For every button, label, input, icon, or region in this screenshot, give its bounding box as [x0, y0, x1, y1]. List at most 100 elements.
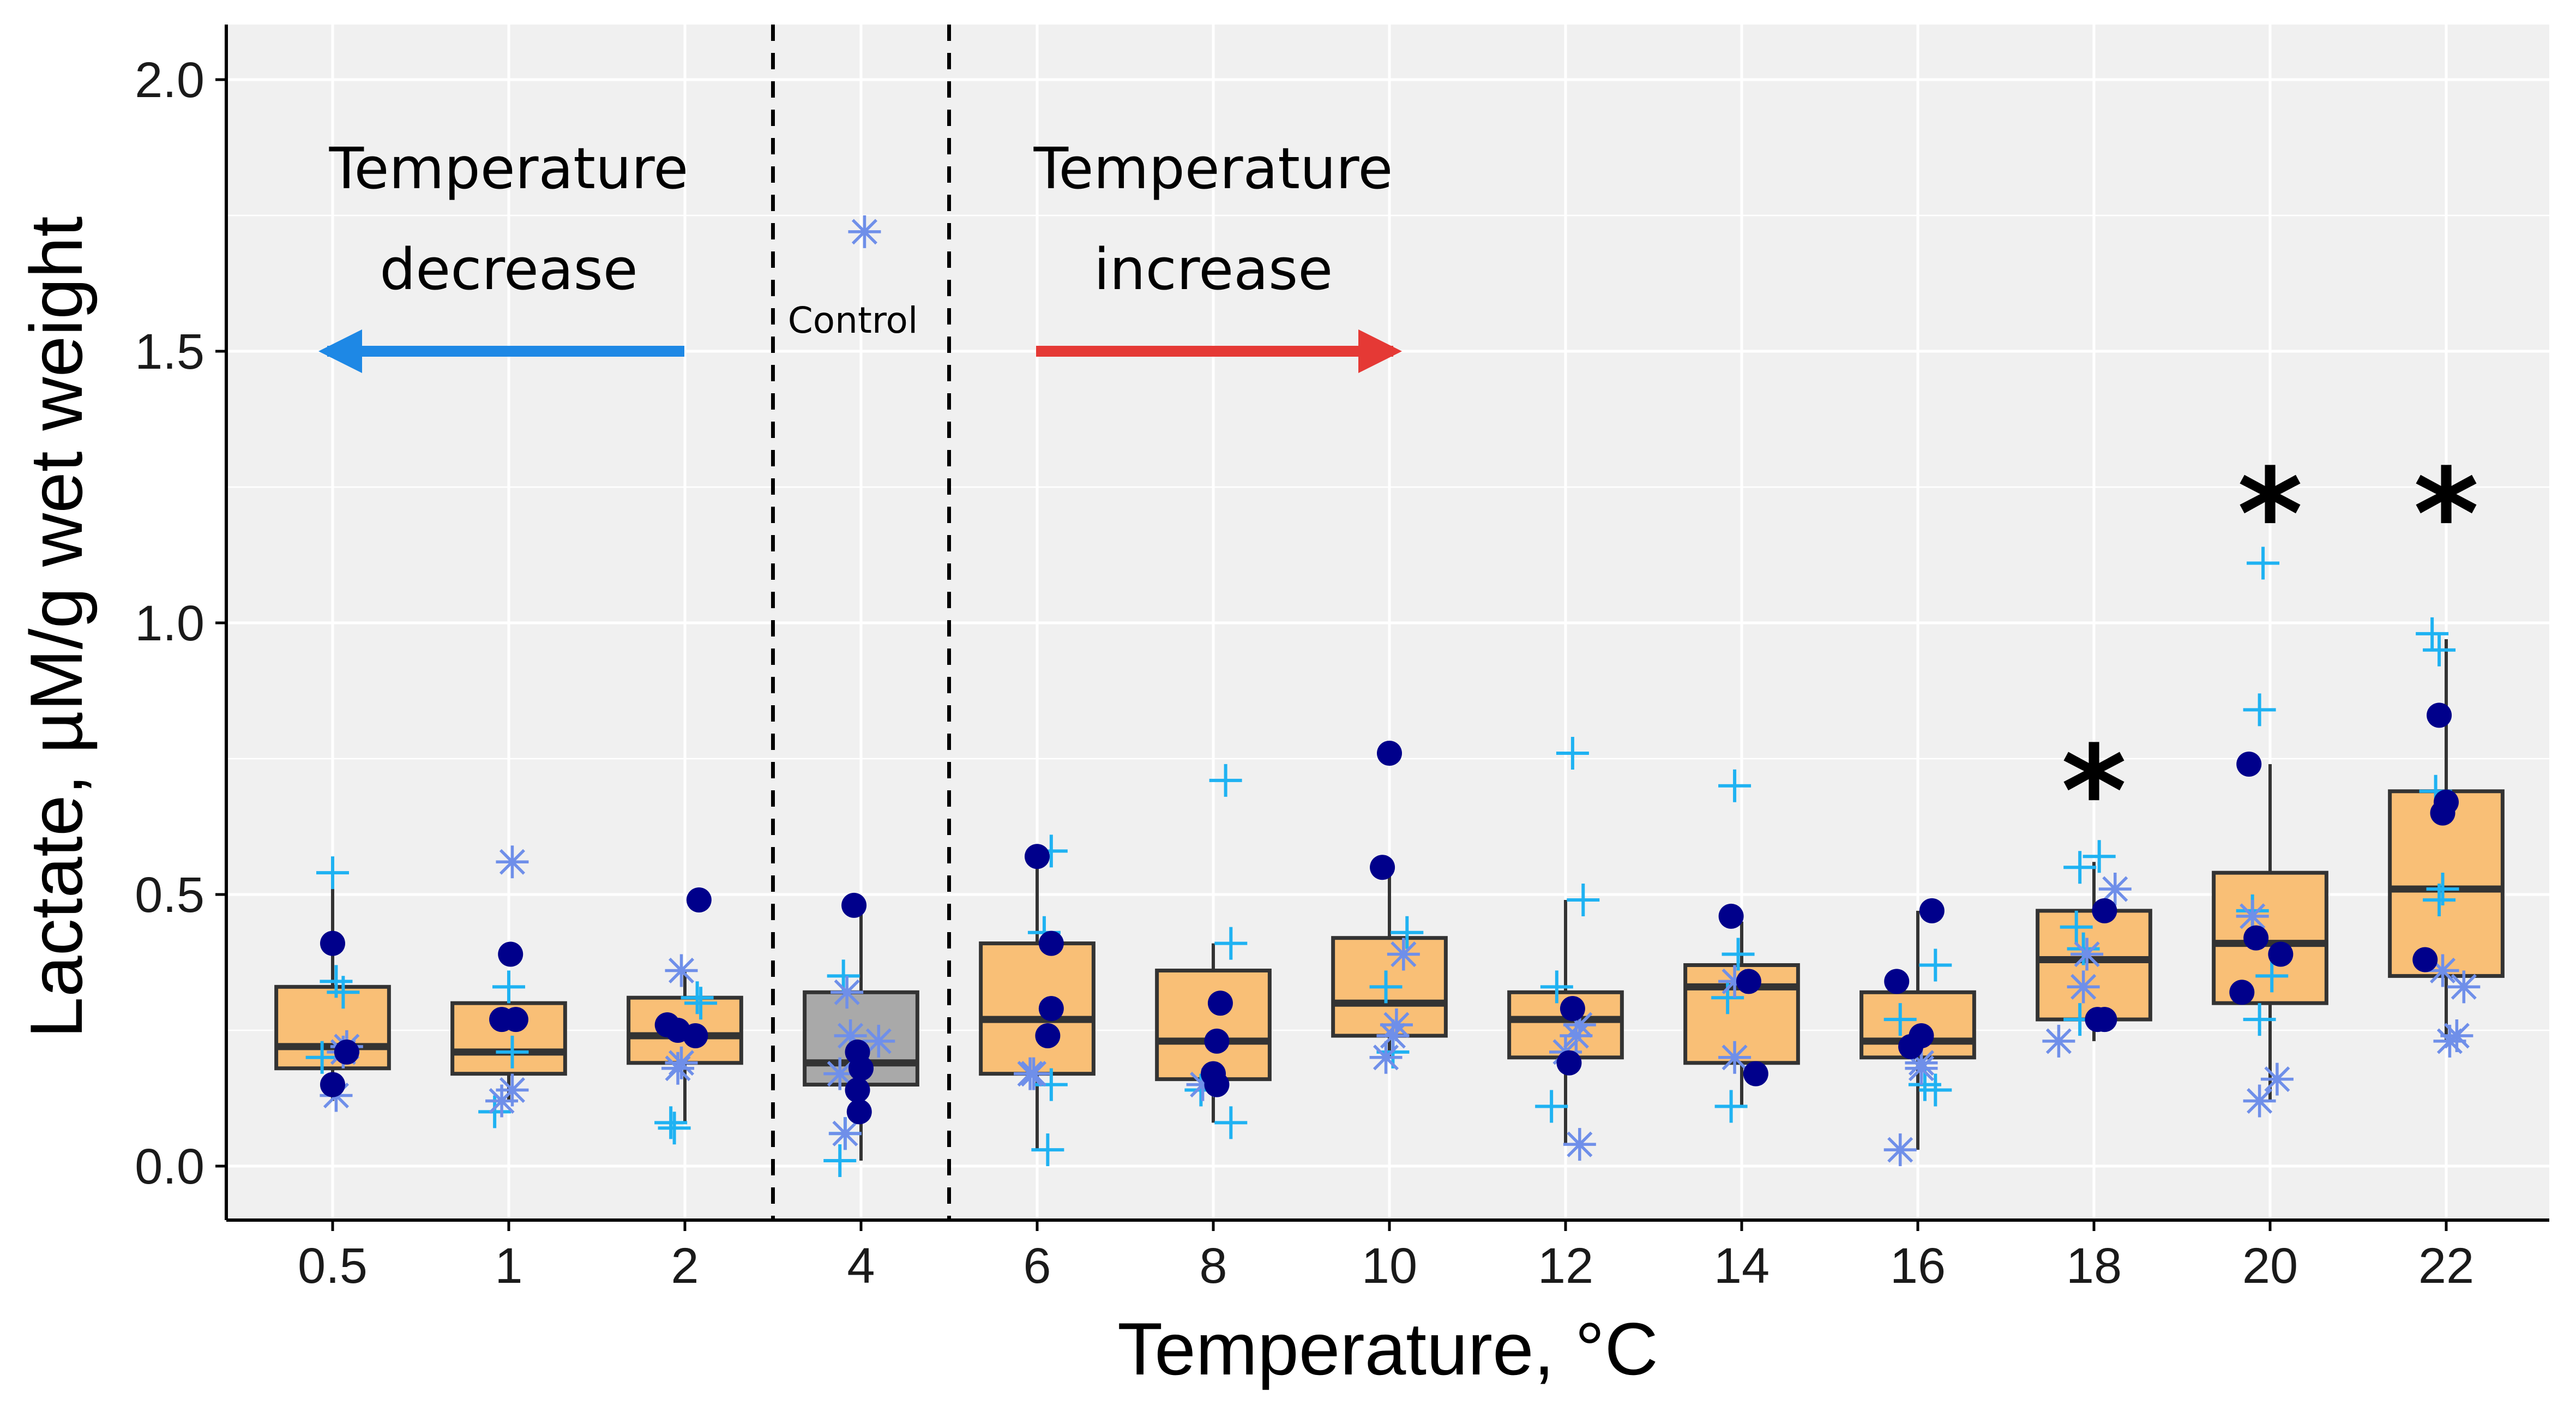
star-point: [1718, 1041, 1752, 1074]
box-8: [1155, 943, 1272, 1123]
star-point: [1017, 1057, 1050, 1090]
star-point: [848, 215, 881, 248]
dot-point: [1718, 903, 1744, 929]
plus-point: [681, 981, 714, 1014]
dot-point: [503, 1007, 528, 1032]
dot-point: [2243, 925, 2269, 951]
point-series: [305, 215, 2481, 1178]
plus-point: [496, 1035, 529, 1068]
plus-point: [2243, 1003, 2276, 1036]
dot-point: [2229, 980, 2255, 1005]
star-point: [485, 1084, 519, 1118]
plus-point: [1714, 1090, 1748, 1123]
star-point: [1186, 1068, 1219, 1101]
dot-point: [686, 887, 712, 912]
box-body: [1683, 963, 1800, 1065]
box-body: [1155, 968, 1272, 1082]
star-point: [2433, 1024, 2466, 1058]
dot-point: [2268, 941, 2294, 967]
dot-point: [2092, 1007, 2117, 1032]
star-point: [830, 976, 864, 1009]
box-body: [274, 984, 391, 1071]
dot-point: [1743, 1061, 1768, 1086]
star-point: [661, 1052, 695, 1085]
dot-point: [2430, 800, 2455, 826]
x-tick-label: 12: [1538, 1238, 1593, 1294]
x-tick-label: 2: [671, 1238, 699, 1294]
star-point: [823, 1057, 857, 1090]
plus-point: [1391, 916, 1424, 949]
dot-point: [848, 1055, 874, 1081]
plus-point: [305, 1041, 339, 1074]
dot-point: [320, 930, 345, 956]
star-point: [862, 1024, 895, 1058]
box-18: [2036, 862, 2152, 1041]
star-point: [2426, 954, 2459, 987]
plus-point: [1214, 1106, 1248, 1139]
decrease-label-line2: decrease: [380, 236, 638, 303]
dot-point: [1207, 990, 1233, 1016]
star-point: [834, 1019, 867, 1052]
decrease-label-line1: Temperature: [329, 135, 689, 202]
y-axis-title: Lactate, µM/g wet weight: [15, 216, 98, 1038]
x-tick-label: 14: [1714, 1238, 1770, 1294]
plus-point: [1031, 1133, 1064, 1167]
dot-point: [1919, 898, 1945, 923]
y-tick-label: 1.0: [135, 596, 204, 651]
plus-point: [1556, 737, 1589, 770]
dot-point: [1898, 1034, 1924, 1059]
plus-point: [327, 976, 360, 1009]
star-point: [2071, 938, 2104, 971]
star-point: [2042, 1024, 2075, 1058]
star-point: [1560, 1019, 1593, 1052]
box-0.5: [274, 878, 391, 1101]
star-point: [2067, 970, 2100, 1004]
dot-point: [841, 892, 867, 918]
dot-point: [334, 1039, 359, 1065]
x-tick-label: 18: [2066, 1238, 2122, 1294]
dot-point: [1038, 930, 1064, 956]
significance-star: *: [2237, 442, 2303, 588]
star-point: [1883, 1133, 1917, 1167]
plus-point: [2255, 959, 2289, 993]
control-label: Control: [788, 299, 918, 341]
x-tick-label: 16: [1890, 1238, 1946, 1294]
star-point: [665, 954, 698, 987]
plus-point: [658, 1112, 691, 1145]
x-tick-label: 20: [2242, 1238, 2298, 1294]
significance-star: *: [2414, 442, 2479, 588]
y-tick-label: 0.5: [135, 867, 204, 923]
plus-point: [1919, 948, 1952, 982]
x-tick-label: 8: [1199, 1238, 1227, 1294]
box-6: [979, 856, 1096, 1150]
increase-label-line2: increase: [1094, 236, 1333, 303]
star-point: [1718, 965, 1752, 998]
plus-point: [1540, 970, 1573, 1004]
plus-point: [2083, 840, 2116, 873]
plus-point: [823, 1144, 857, 1178]
dot-point: [1038, 996, 1064, 1022]
plus-point: [2247, 547, 2280, 580]
star-point: [1563, 1008, 1596, 1042]
significance-star: *: [2061, 719, 2127, 865]
star-point: [1905, 1052, 1938, 1085]
dot-point: [2427, 703, 2452, 728]
star-point: [1376, 1019, 1410, 1052]
increase-label-line1: Temperature: [1033, 135, 1393, 202]
plus-point: [1883, 1003, 1917, 1036]
plus-point: [1369, 970, 1403, 1004]
x-ticks: 0.5 1 2 4 6 8 10 12 14 16 18 20 22: [298, 1220, 2474, 1294]
box-body: [2036, 909, 2152, 1022]
x-tick-label: 10: [1362, 1238, 1417, 1294]
y-ticks: 0.0 0.5 1.0 1.5 2.0: [135, 52, 226, 1194]
box-series: [274, 639, 2505, 1161]
dot-point: [1370, 855, 1395, 880]
plus-point: [2423, 633, 2456, 667]
dot-point: [1377, 741, 1402, 766]
plus-point: [2063, 851, 2097, 884]
star-point: [2243, 1084, 2276, 1118]
star-point: [828, 1117, 862, 1150]
dot-point: [683, 1023, 708, 1048]
x-tick-label: 6: [1023, 1238, 1051, 1294]
